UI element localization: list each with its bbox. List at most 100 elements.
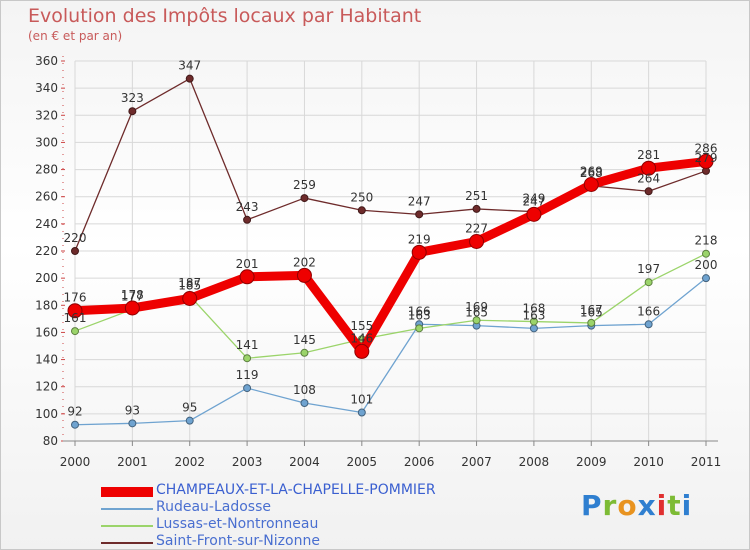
data-label-lussas-et-nontronneau: 141 bbox=[236, 338, 259, 352]
series-lines bbox=[67, 74, 714, 429]
data-point-rudeau-ladosse bbox=[357, 408, 366, 417]
data-label-lussas-et-nontronneau: 163 bbox=[408, 308, 431, 322]
data-point-saint-front-sur-nizonne bbox=[185, 74, 194, 83]
data-point-lussas-et-nontronneau bbox=[415, 324, 424, 333]
x-tick-label: 2004 bbox=[289, 455, 320, 469]
legend-swatch bbox=[101, 525, 153, 527]
y-tick-label: 360 bbox=[35, 54, 58, 68]
data-point-champeaux-et-la-chapelle-pommier bbox=[526, 206, 542, 222]
chart-title: Evolution des Impôts locaux par Habitant bbox=[28, 5, 422, 27]
data-label-saint-front-sur-nizonne: 279 bbox=[695, 151, 718, 165]
data-point-champeaux-et-la-chapelle-pommier bbox=[296, 267, 312, 283]
data-point-saint-front-sur-nizonne bbox=[300, 194, 309, 203]
data-point-champeaux-et-la-chapelle-pommier bbox=[354, 343, 370, 359]
data-label-lussas-et-nontronneau: 145 bbox=[293, 333, 316, 347]
x-tick-label: 2011 bbox=[691, 455, 722, 469]
data-label-champeaux-et-la-chapelle-pommier: 201 bbox=[236, 257, 259, 271]
data-label-lussas-et-nontronneau: 187 bbox=[178, 276, 201, 290]
series-line-rudeau-ladosse bbox=[74, 277, 707, 426]
legend-swatch bbox=[101, 508, 153, 510]
chart-subtitle: (en € et par an) bbox=[28, 29, 123, 43]
data-label-champeaux-et-la-chapelle-pommier: 286 bbox=[695, 141, 718, 155]
data-label-rudeau-ladosse: 165 bbox=[580, 306, 603, 320]
data-label-rudeau-ladosse: 93 bbox=[125, 403, 140, 417]
legend-label: Rudeau-Ladosse bbox=[156, 499, 272, 515]
data-point-saint-front-sur-nizonne bbox=[357, 206, 366, 215]
data-point-lussas-et-nontronneau bbox=[472, 316, 481, 325]
y-tick-label: 120 bbox=[35, 380, 58, 394]
x-tick-label: 2007 bbox=[461, 455, 492, 469]
data-point-champeaux-et-la-chapelle-pommier bbox=[641, 160, 657, 176]
data-label-saint-front-sur-nizonne: 251 bbox=[465, 189, 488, 203]
data-point-saint-front-sur-nizonne bbox=[415, 210, 424, 219]
data-label-rudeau-ladosse: 163 bbox=[522, 308, 545, 322]
x-tick-label: 2005 bbox=[347, 455, 378, 469]
y-tick-label: 220 bbox=[35, 244, 58, 258]
data-point-lussas-et-nontronneau bbox=[702, 249, 710, 258]
legend-label: CHAMPEAUX-ET-LA-CHAPELLE-POMMIER bbox=[156, 482, 436, 498]
y-tick-label: 300 bbox=[35, 135, 58, 149]
data-label-saint-front-sur-nizonne: 323 bbox=[121, 91, 144, 105]
data-label-champeaux-et-la-chapelle-pommier: 247 bbox=[522, 194, 545, 208]
data-point-champeaux-et-la-chapelle-pommier bbox=[411, 244, 427, 260]
data-point-rudeau-ladosse bbox=[300, 399, 309, 407]
data-label-lussas-et-nontronneau: 177 bbox=[121, 289, 144, 303]
data-label-rudeau-ladosse: 108 bbox=[293, 383, 316, 397]
data-point-champeaux-et-la-chapelle-pommier bbox=[124, 300, 140, 316]
data-label-rudeau-ladosse: 95 bbox=[182, 401, 197, 415]
data-label-champeaux-et-la-chapelle-pommier: 146 bbox=[350, 331, 373, 345]
data-label-rudeau-ladosse: 92 bbox=[67, 405, 82, 419]
data-label-saint-front-sur-nizonne: 247 bbox=[408, 194, 431, 208]
legend-label: Saint-Front-sur-Nizonne bbox=[156, 533, 320, 549]
data-point-saint-front-sur-nizonne bbox=[243, 215, 252, 224]
x-tick-label: 2000 bbox=[60, 455, 91, 469]
data-label-lussas-et-nontronneau: 161 bbox=[64, 311, 87, 325]
data-label-saint-front-sur-nizonne: 264 bbox=[637, 171, 660, 185]
data-label-champeaux-et-la-chapelle-pommier: 176 bbox=[64, 291, 87, 305]
data-label-champeaux-et-la-chapelle-pommier: 178 bbox=[121, 288, 144, 302]
data-point-rudeau-ladosse bbox=[243, 384, 252, 393]
y-tick-label: 200 bbox=[35, 271, 58, 285]
y-tick-label: 160 bbox=[35, 325, 58, 339]
data-label-rudeau-ladosse: 101 bbox=[350, 393, 373, 407]
data-label-champeaux-et-la-chapelle-pommier: 227 bbox=[465, 222, 488, 236]
series-line-champeaux-et-la-chapelle-pommier bbox=[74, 156, 707, 356]
data-label-saint-front-sur-nizonne: 268 bbox=[580, 166, 603, 180]
data-label-saint-front-sur-nizonne: 347 bbox=[178, 59, 201, 73]
x-tick-label: 2008 bbox=[519, 455, 550, 469]
data-point-lussas-et-nontronneau bbox=[300, 348, 309, 357]
data-point-champeaux-et-la-chapelle-pommier bbox=[583, 177, 599, 192]
data-label-rudeau-ladosse: 166 bbox=[637, 304, 660, 318]
data-label-rudeau-ladosse: 166 bbox=[408, 304, 431, 318]
data-point-saint-front-sur-nizonne bbox=[71, 247, 79, 255]
data-point-champeaux-et-la-chapelle-pommier bbox=[698, 153, 714, 169]
x-tick-label: 2010 bbox=[633, 455, 664, 469]
data-label-saint-front-sur-nizonne: 243 bbox=[236, 200, 259, 214]
grid bbox=[74, 60, 707, 442]
x-tick-label: 2002 bbox=[174, 455, 205, 469]
data-label-lussas-et-nontronneau: 169 bbox=[465, 300, 488, 314]
data-point-lussas-et-nontronneau bbox=[587, 318, 596, 327]
data-label-saint-front-sur-nizonne: 249 bbox=[522, 192, 545, 206]
data-labels: 220 323 347 243 259 250 247 251 249 268 264 279 92 93… bbox=[64, 59, 718, 419]
y-tick-label: 80 bbox=[43, 434, 58, 448]
data-label-champeaux-et-la-chapelle-pommier: 202 bbox=[293, 255, 316, 269]
data-point-rudeau-ladosse bbox=[702, 274, 710, 283]
data-point-saint-front-sur-nizonne bbox=[472, 204, 481, 213]
data-label-champeaux-et-la-chapelle-pommier: 185 bbox=[178, 279, 201, 293]
legend-label: Lussas-et-Nontronneau bbox=[156, 516, 319, 532]
data-label-lussas-et-nontronneau: 197 bbox=[637, 262, 660, 276]
data-point-rudeau-ladosse bbox=[128, 419, 137, 428]
data-point-lussas-et-nontronneau bbox=[529, 317, 538, 326]
y-tick-label: 280 bbox=[35, 163, 58, 177]
data-label-lussas-et-nontronneau: 218 bbox=[695, 234, 718, 248]
data-point-rudeau-ladosse bbox=[71, 420, 79, 429]
x-tick-label: 2006 bbox=[404, 455, 435, 469]
y-tick-label: 260 bbox=[35, 190, 58, 204]
x-tick-label: 2003 bbox=[232, 455, 263, 469]
data-label-rudeau-ladosse: 165 bbox=[465, 306, 488, 320]
data-label-saint-front-sur-nizonne: 250 bbox=[350, 190, 373, 204]
legend-swatch bbox=[101, 487, 153, 497]
